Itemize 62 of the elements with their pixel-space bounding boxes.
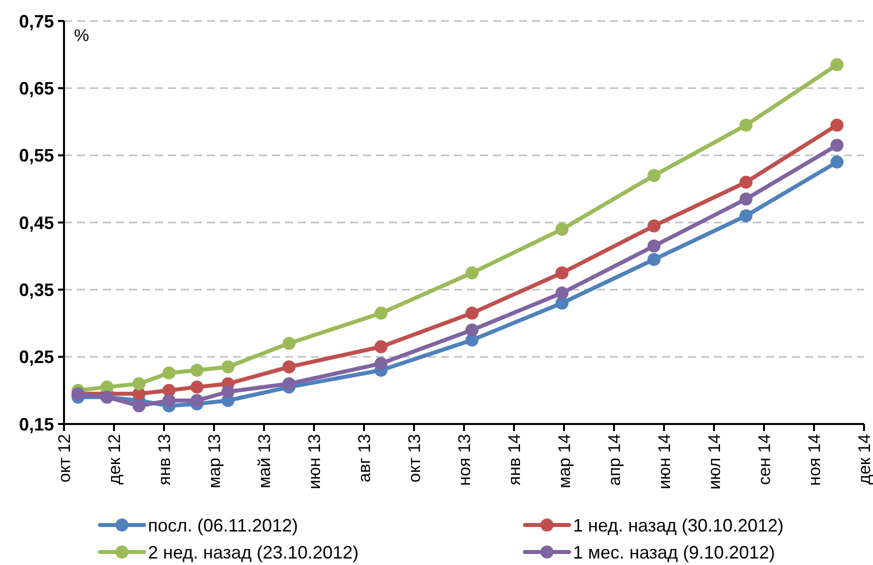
x-tick-label: май 13 bbox=[254, 434, 274, 488]
y-tick-label: 0,25 bbox=[18, 347, 54, 368]
point bbox=[132, 377, 146, 390]
point bbox=[282, 336, 296, 350]
x-tick-label: янв 13 bbox=[154, 434, 174, 486]
point bbox=[556, 286, 568, 300]
y-axis-title: % bbox=[74, 26, 90, 45]
point bbox=[162, 394, 176, 407]
legend-label: 1 нед. назад (30.10.2012) bbox=[573, 515, 784, 536]
point bbox=[162, 366, 176, 380]
x-tick-label: окт 12 bbox=[54, 434, 74, 483]
x-tick-label: мар 13 bbox=[204, 434, 224, 488]
point bbox=[648, 252, 660, 266]
y-tick-label: 0,65 bbox=[18, 78, 54, 98]
point bbox=[374, 340, 388, 354]
x-tick-label: ноя 13 bbox=[454, 434, 474, 486]
point bbox=[132, 399, 146, 412]
point bbox=[740, 192, 752, 206]
y-tick-label: 0,55 bbox=[18, 146, 54, 166]
point bbox=[222, 385, 234, 398]
point bbox=[648, 240, 660, 253]
point bbox=[648, 168, 660, 182]
x-tick-label: июл 14 bbox=[704, 434, 724, 490]
point bbox=[648, 219, 660, 232]
x-tick-label: янв 14 bbox=[504, 434, 524, 486]
x-tick-label: ноя 14 bbox=[804, 434, 824, 486]
point bbox=[830, 58, 844, 72]
y-tick-label: 0,75 bbox=[18, 11, 54, 32]
x-tick-label: дек 14 bbox=[854, 434, 873, 484]
y-tick-label: 0,45 bbox=[18, 212, 54, 233]
point bbox=[282, 360, 296, 374]
x-tick-label: авг 13 bbox=[354, 434, 374, 482]
legend-label: посл. (06.11.2012) bbox=[148, 515, 298, 536]
point bbox=[190, 394, 204, 407]
x-tick-label: апр 14 bbox=[604, 434, 624, 486]
point bbox=[556, 222, 568, 236]
x-tick-label: дек 12 bbox=[104, 434, 124, 484]
point bbox=[740, 176, 752, 189]
point bbox=[374, 357, 388, 370]
x-tick-label: июн 13 bbox=[304, 434, 324, 490]
point bbox=[830, 138, 844, 152]
point bbox=[282, 377, 296, 390]
point bbox=[740, 118, 752, 132]
point bbox=[830, 156, 844, 169]
y-tick-label: 0,35 bbox=[18, 280, 54, 300]
x-tick-label: июн 14 bbox=[654, 434, 674, 490]
point bbox=[190, 380, 204, 394]
x-tick-label: мар 14 bbox=[554, 434, 574, 488]
point bbox=[740, 209, 752, 222]
x-tick-label: сен 14 bbox=[754, 434, 774, 485]
point bbox=[222, 360, 234, 374]
point bbox=[466, 306, 478, 320]
point bbox=[374, 306, 388, 320]
point bbox=[190, 364, 204, 377]
legend-label: 2 нед. назад (23.10.2012) bbox=[148, 542, 359, 562]
x-tick-label: окт 13 bbox=[404, 434, 424, 483]
y-tick-label: 0,15 bbox=[18, 414, 54, 434]
point bbox=[556, 266, 568, 280]
point bbox=[830, 118, 844, 132]
point bbox=[466, 323, 478, 336]
legend-label: 1 мес. назад (9.10.2012) bbox=[573, 542, 775, 562]
point bbox=[466, 266, 478, 280]
